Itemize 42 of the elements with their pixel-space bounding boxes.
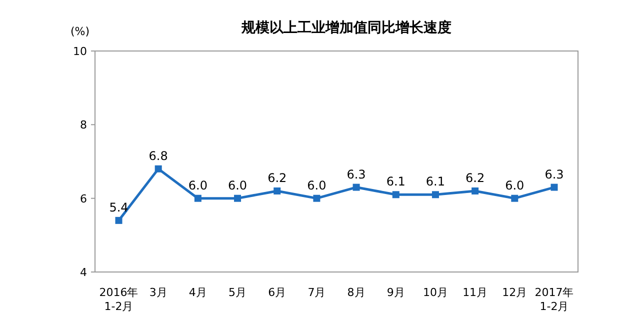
data-label: 6.3 — [544, 167, 564, 182]
y-tick-label: 8 — [80, 118, 87, 132]
x-tick-label: 3月 — [149, 286, 168, 299]
y-axis-title: (%) — [70, 25, 90, 38]
data-label: 6.8 — [148, 148, 168, 163]
data-label: 6.0 — [188, 178, 208, 192]
point — [550, 184, 558, 191]
point — [194, 194, 202, 202]
y-tick-label: 4 — [80, 266, 87, 279]
point — [352, 184, 360, 191]
x-tick-label: 10月 — [422, 286, 448, 299]
x-tick-label: 2016年 1-2月 — [99, 286, 138, 313]
y-tick-label: 10 — [73, 45, 87, 58]
point — [432, 191, 439, 198]
point — [511, 194, 518, 202]
point — [154, 165, 162, 172]
data-label: 6.0 — [307, 178, 326, 192]
x-tick-label: 6月 — [268, 286, 286, 299]
data-label: 6.1 — [426, 174, 446, 189]
point — [392, 191, 400, 198]
x-tick-label: 2017年 1-2月 — [534, 286, 574, 313]
x-tick-label: 4月 — [188, 286, 207, 299]
point — [115, 216, 122, 224]
point — [234, 194, 242, 202]
y-tick-label: 6 — [80, 192, 87, 206]
x-tick-label: 5月 — [228, 286, 247, 299]
point — [472, 187, 479, 194]
data-label: 6.2 — [466, 170, 485, 185]
x-tick-label: 11月 — [462, 286, 488, 299]
data-label: 6.1 — [386, 174, 406, 189]
data-label: 6.0 — [505, 178, 524, 192]
point — [313, 194, 320, 202]
data-label: 6.3 — [346, 167, 366, 182]
x-tick-label: 8月 — [347, 286, 366, 299]
chart-title: 规模以上工业增加值同比增长速度 — [240, 19, 452, 36]
data-label: 5.4 — [109, 200, 128, 214]
data-label: 6.0 — [228, 178, 248, 192]
x-tick-label: 12月 — [502, 286, 528, 299]
data-label: 6.2 — [268, 170, 287, 185]
x-tick-label: 7月 — [308, 286, 326, 299]
point — [274, 187, 281, 194]
x-tick-label: 9月 — [386, 286, 405, 299]
